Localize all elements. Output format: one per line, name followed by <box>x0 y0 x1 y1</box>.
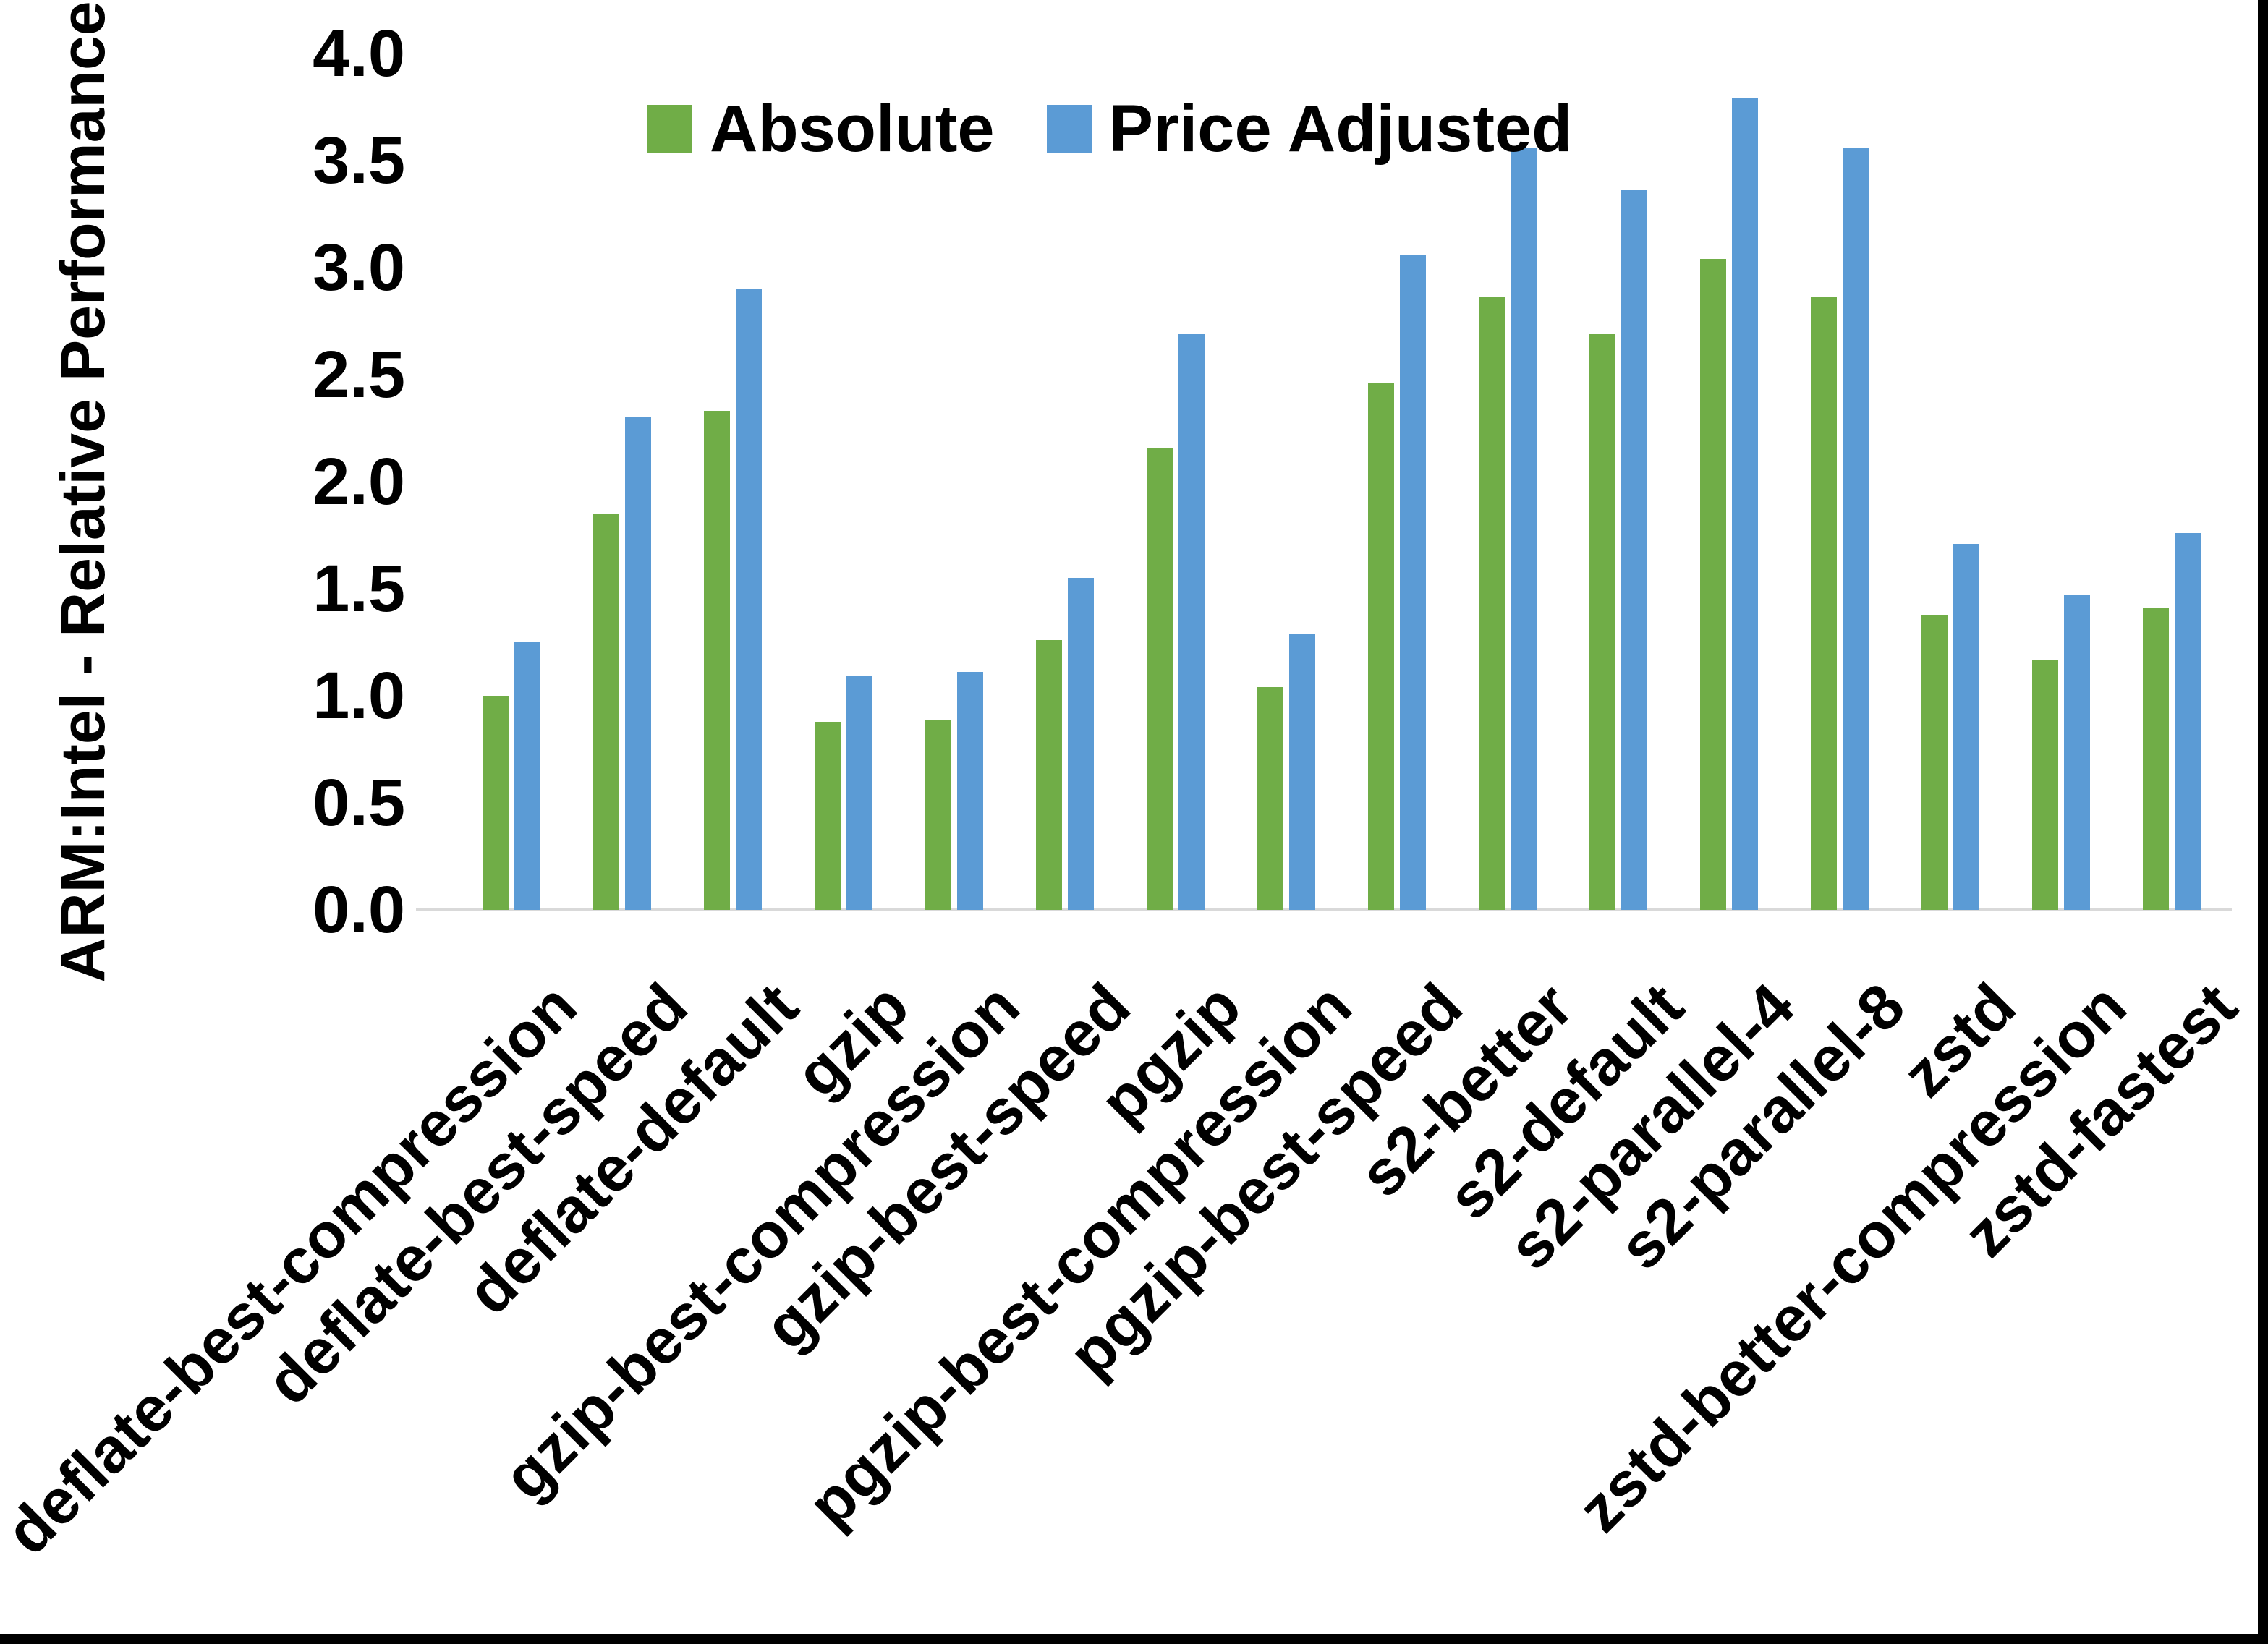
bar-absolute <box>483 696 509 910</box>
bar-absolute <box>815 722 841 910</box>
bar-price-adjusted <box>1289 634 1315 910</box>
y-tick-label: 1.5 <box>313 552 405 626</box>
bar-price-adjusted <box>2175 533 2201 910</box>
bar-pair <box>1700 54 1758 910</box>
y-axis-title: ARM:Intel - Relative Performance <box>48 1 118 983</box>
bar-pair <box>1811 54 1869 910</box>
bar-price-adjusted <box>736 289 762 910</box>
bar-absolute <box>1811 297 1837 910</box>
y-tick-label: 1.0 <box>313 659 405 733</box>
bar-pair <box>1257 54 1315 910</box>
bar-absolute <box>1479 297 1505 910</box>
bar-price-adjusted <box>514 642 540 910</box>
window-edge-bottom <box>0 1634 2268 1644</box>
y-tick-label: 3.0 <box>313 231 405 304</box>
bar-pair <box>1368 54 1426 910</box>
bar-pair <box>1589 54 1647 910</box>
bar-absolute <box>1368 383 1394 910</box>
bar-price-adjusted <box>1068 578 1094 910</box>
bar-absolute <box>925 720 951 910</box>
bar-price-adjusted <box>1511 148 1537 910</box>
bar-absolute <box>704 411 730 910</box>
bar-pair <box>1921 54 1979 910</box>
bar-price-adjusted <box>1732 98 1758 910</box>
bar-price-adjusted <box>1953 544 1979 910</box>
y-tick-label: 3.5 <box>313 124 405 197</box>
y-tick-label: 0.0 <box>313 873 405 947</box>
bar-pair <box>1036 54 1094 910</box>
legend-item-price-adjusted: Price Adjusted <box>1046 92 1573 166</box>
bar-pair <box>704 54 762 910</box>
legend-swatch-price-adjusted-icon <box>1046 105 1092 153</box>
bar-price-adjusted <box>957 672 983 910</box>
legend-label-price-adjusted: Price Adjusted <box>1108 92 1573 166</box>
bar-pair <box>1147 54 1205 910</box>
legend-swatch-absolute-icon <box>647 105 692 153</box>
legend-item-absolute: Absolute <box>647 93 995 165</box>
bar-absolute <box>1257 687 1283 910</box>
y-tick-label: 4.0 <box>313 17 405 90</box>
bar-absolute <box>1589 334 1615 910</box>
bar-absolute <box>1921 615 1948 910</box>
bar-pair <box>483 54 540 910</box>
bar-pair <box>593 54 651 910</box>
bar-absolute <box>2143 608 2169 910</box>
bar-price-adjusted <box>846 676 872 910</box>
bar-absolute <box>1147 448 1173 910</box>
bar-pair <box>2143 54 2201 910</box>
bar-price-adjusted <box>2064 595 2090 910</box>
y-tick-label: 2.5 <box>313 338 405 412</box>
bar-pair <box>2032 54 2090 910</box>
y-tick-label: 0.5 <box>313 766 405 840</box>
bar-absolute <box>593 514 619 910</box>
y-tick-label: 2.0 <box>313 445 405 519</box>
bar-pair <box>815 54 872 910</box>
bar-absolute <box>2032 660 2058 910</box>
bar-pair <box>925 54 983 910</box>
bar-price-adjusted <box>1621 190 1647 910</box>
bar-absolute <box>1036 640 1062 910</box>
bar-price-adjusted <box>625 417 651 910</box>
bar-absolute <box>1700 259 1726 910</box>
bar-pair <box>1479 54 1537 910</box>
bar-price-adjusted <box>1178 334 1205 910</box>
bar-price-adjusted <box>1843 148 1869 910</box>
x-axis-line <box>416 908 2232 911</box>
legend: Absolute Price Adjusted <box>647 93 1572 165</box>
bar-price-adjusted <box>1400 255 1426 910</box>
legend-label-absolute: Absolute <box>710 92 995 166</box>
window-edge-right <box>2258 0 2268 1644</box>
